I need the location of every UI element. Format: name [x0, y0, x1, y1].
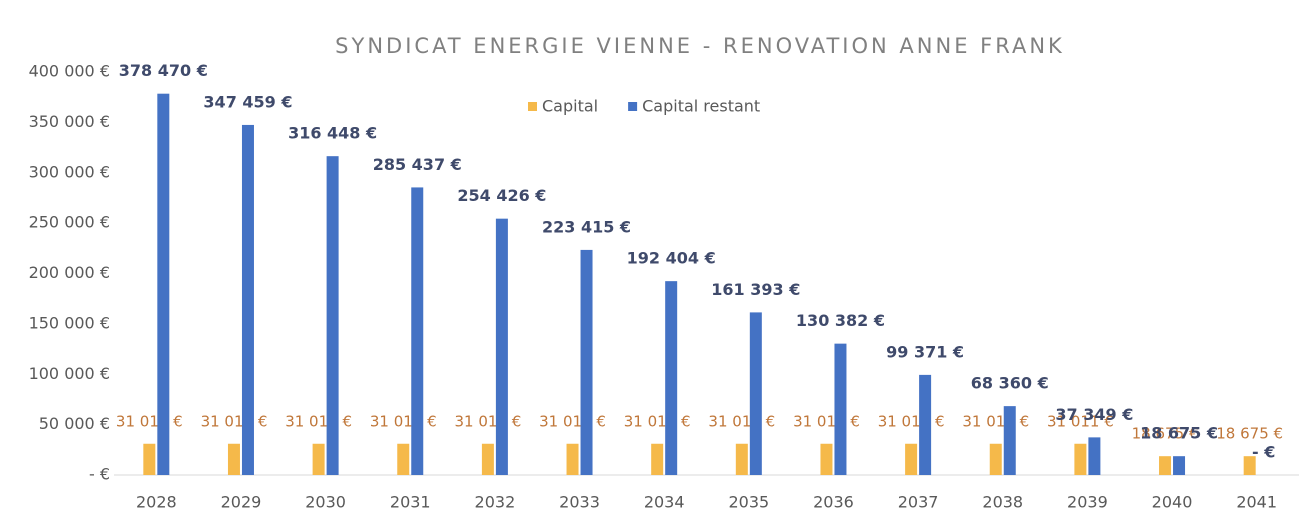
x-tick-label: 2031	[390, 493, 431, 512]
bar	[735, 443, 748, 475]
value-label: 18 675 €	[1132, 425, 1199, 443]
bar	[481, 443, 494, 475]
bar	[834, 343, 847, 475]
legend-label: Capital	[542, 97, 598, 116]
legend-swatch	[628, 102, 638, 111]
x-tick-label: 2028	[136, 493, 177, 512]
bar	[495, 218, 508, 475]
bar	[749, 312, 762, 475]
y-tick-label: 300 000 €	[29, 162, 110, 181]
bar	[1003, 406, 1016, 475]
x-tick-label: 2032	[475, 493, 516, 512]
value-label: 37 349 €	[1055, 405, 1133, 424]
x-tick-label: 2030	[305, 493, 346, 512]
y-tick-label: 150 000 €	[29, 313, 110, 332]
value-label: 161 393 €	[711, 280, 800, 299]
bar	[580, 249, 593, 475]
value-label: 31 011 €	[708, 412, 775, 430]
bar	[820, 443, 833, 475]
bar	[397, 443, 410, 475]
x-tick-label: 2029	[221, 493, 262, 512]
value-label: 31 011 €	[624, 412, 691, 430]
x-tick-label: 2039	[1067, 493, 1108, 512]
value-label: 31 011 €	[878, 412, 945, 430]
value-label: 31 011 €	[201, 412, 268, 430]
bar	[157, 93, 170, 476]
y-tick-label: 200 000 €	[29, 263, 110, 282]
value-label: 31 011 €	[285, 412, 352, 430]
x-tick-label: 2041	[1236, 493, 1277, 512]
x-tick-label: 2034	[644, 493, 685, 512]
chart-title: SYNDICAT ENERGIE VIENNE - RENOVATION ANN…	[335, 34, 1065, 58]
bar	[989, 443, 1002, 475]
value-label: 347 459 €	[203, 92, 292, 111]
value-label: 31 011 €	[539, 412, 606, 430]
value-label: 192 404 €	[627, 249, 716, 268]
bar	[1088, 437, 1101, 475]
value-label: 18 675 €	[1216, 425, 1283, 443]
value-label: 316 448 €	[288, 124, 377, 143]
value-label: 31 011 €	[1047, 412, 1114, 430]
bar	[1173, 456, 1186, 475]
bar	[227, 443, 240, 475]
value-label: 68 360 €	[971, 374, 1049, 393]
bar	[1074, 443, 1087, 475]
legend-label: Capital restant	[642, 97, 760, 116]
value-label: - €	[1252, 443, 1275, 462]
y-tick-label: 100 000 €	[29, 364, 110, 383]
y-tick-label: 400 000 €	[29, 62, 110, 81]
value-label: 223 415 €	[542, 217, 631, 236]
bar	[1159, 456, 1172, 475]
x-tick-label: 2040	[1152, 493, 1193, 512]
bar	[241, 124, 254, 475]
y-tick-label: 50 000 €	[39, 414, 110, 433]
bar	[665, 281, 678, 475]
x-tick-label: 2035	[728, 493, 769, 512]
value-label: 378 470 €	[119, 61, 208, 80]
value-label: 254 426 €	[457, 186, 546, 205]
y-tick-label: 350 000 €	[29, 112, 110, 131]
value-label: 130 382 €	[796, 311, 885, 330]
bar	[1243, 456, 1256, 475]
y-tick-label: 250 000 €	[29, 213, 110, 232]
value-label: 31 011 €	[793, 412, 860, 430]
x-tick-label: 2037	[898, 493, 939, 512]
x-tick-label: 2038	[982, 493, 1023, 512]
bar	[919, 374, 932, 475]
bar	[411, 187, 424, 475]
legend-swatch	[528, 102, 537, 111]
bar	[905, 443, 918, 475]
value-label: 31 011 €	[370, 412, 437, 430]
value-label: 31 011 €	[962, 412, 1029, 430]
y-tick-label: - €	[89, 465, 110, 484]
x-tick-label: 2036	[813, 493, 854, 512]
value-label: 99 371 €	[886, 342, 964, 361]
bar	[651, 443, 664, 475]
bar	[143, 443, 156, 475]
value-label: 31 011 €	[116, 412, 183, 430]
value-label: 285 437 €	[373, 155, 462, 174]
bar	[566, 443, 579, 475]
bar	[326, 156, 339, 475]
value-label: 18 675 €	[1140, 424, 1218, 443]
x-tick-label: 2033	[559, 493, 600, 512]
bar	[312, 443, 325, 475]
value-label: 31 011 €	[454, 412, 521, 430]
